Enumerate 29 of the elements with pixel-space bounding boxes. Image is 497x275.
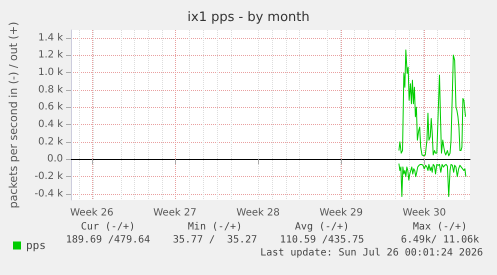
- y-tick-label: 0.8 k: [38, 84, 64, 96]
- x-tick-label: Week 28: [236, 208, 280, 218]
- x-tick-label: Week 30: [402, 208, 446, 218]
- text: Last update: Sun Jul 26 00:01:24 2026: [260, 248, 484, 258]
- x-tick-label: Week 26: [70, 208, 114, 218]
- y-axis-title: packets per second in (-) / out (+): [7, 22, 20, 208]
- text: 6.49k/ 11.06k: [400, 234, 480, 246]
- line-series: [398, 49, 466, 156]
- y-tick-label: -0.2 k: [34, 171, 64, 182]
- y-tick-label: -0.4 k: [34, 188, 64, 200]
- text: 35.77 / 35.27: [172, 234, 258, 246]
- line-series: [398, 163, 466, 198]
- y-tick-label: 0.0: [47, 154, 63, 165]
- text: Max (-/+): [412, 222, 468, 232]
- y-tick-label: 1.4 k: [38, 32, 64, 44]
- text: 189.69 /479.64: [66, 234, 150, 246]
- y-tick-label: 0.4 k: [38, 119, 64, 130]
- y-tick-label: 1.2 k: [38, 50, 64, 61]
- y-tick-label: 0.2 k: [38, 136, 64, 148]
- text: Cur (-/+): [80, 222, 136, 232]
- x-tick-label: Week 27: [153, 208, 197, 218]
- text: Avg (-/+): [294, 222, 350, 232]
- x-tick-label: Week 29: [320, 208, 363, 218]
- text: Min (-/+): [188, 222, 242, 232]
- y-tick-label: 1.0 k: [38, 67, 64, 78]
- chart-title: ix1 pps - by month: [187, 10, 310, 25]
- y-tick-label: 0.6 k: [38, 102, 64, 113]
- legend-label: pps: [26, 239, 46, 252]
- text: 110.59 /435.75: [280, 234, 364, 246]
